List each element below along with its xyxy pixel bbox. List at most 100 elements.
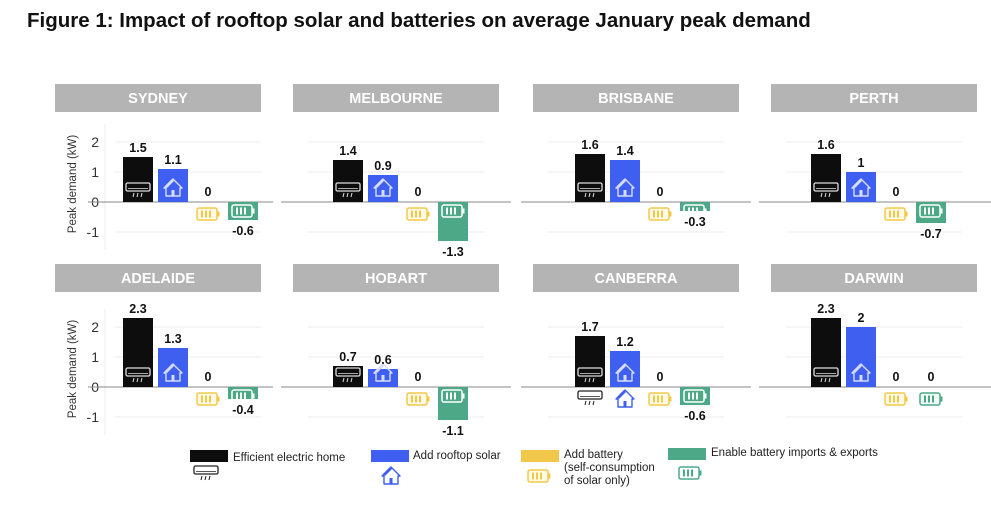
data-label: 2 [858, 311, 865, 325]
data-label: 1.1 [164, 153, 181, 167]
house-solar-icon [163, 178, 183, 197]
battery-yellow-icon [406, 207, 430, 221]
data-label: 0 [657, 370, 664, 384]
data-label: 1.3 [164, 332, 181, 346]
data-label: -0.6 [232, 224, 254, 238]
data-label: 1.4 [339, 144, 356, 158]
battery-green-icon [919, 392, 943, 406]
battery-green-icon [441, 389, 465, 403]
house-solar-icon [851, 363, 871, 382]
air-conditioner-icon [335, 182, 361, 198]
data-label: 2.3 [129, 302, 146, 316]
panel-header [55, 84, 261, 112]
house-solar-icon [615, 178, 635, 197]
legend-label: Add rooftop solar [413, 450, 501, 462]
air-conditioner-icon [577, 182, 603, 198]
bar-air-conditioner [333, 160, 363, 202]
bar-battery-green [680, 202, 710, 211]
data-label: -1.3 [442, 245, 464, 259]
data-label: 2.3 [817, 302, 834, 316]
data-label: -0.3 [684, 215, 706, 229]
panel-header [533, 84, 739, 112]
air-conditioner-icon [577, 367, 603, 383]
battery-green-icon [919, 204, 943, 218]
battery-green-icon [683, 204, 707, 218]
panel-title: BRISBANE [598, 91, 674, 107]
panel-header [55, 264, 261, 292]
data-label: 1.7 [581, 320, 598, 334]
panel-darwin: DARWIN 2.3 2 0 0 [759, 264, 991, 418]
y-tick-label: 2 [91, 319, 99, 335]
panel-title: HOBART [365, 271, 427, 287]
legend-label: Efficient electric home [233, 452, 345, 464]
data-label: -0.7 [920, 227, 942, 241]
bar-battery-green [228, 202, 258, 220]
panel-canberra: CANBERRA 1.7 1.2 0 -0.6 [521, 264, 751, 423]
air-conditioner-icon [335, 367, 361, 383]
house-solar-icon [373, 178, 393, 197]
data-label: 0 [893, 185, 900, 199]
bar-air-conditioner [123, 157, 153, 202]
bar-battery-green [438, 387, 468, 420]
panel-title: MELBOURNE [349, 91, 443, 107]
data-label: 1.4 [616, 144, 633, 158]
air-conditioner-icon [577, 390, 603, 406]
y-axis-label: Peak demand (kW) [67, 135, 79, 234]
panel-title: DARWIN [844, 271, 903, 287]
data-label: -1.1 [442, 424, 464, 438]
panel-title: CANBERRA [595, 271, 679, 287]
house-solar-icon [381, 466, 401, 485]
battery-yellow-icon [196, 392, 220, 406]
y-tick-label: 1 [91, 164, 99, 180]
panel-title: SYDNEY [128, 91, 188, 107]
legend-swatch [190, 450, 228, 462]
battery-green-icon [678, 466, 702, 480]
legend-swatch [521, 450, 559, 462]
data-label: 0 [415, 370, 422, 384]
legend-label: Enable battery imports & exports [711, 447, 878, 459]
data-label: -0.4 [232, 403, 254, 417]
bar-battery-green [680, 387, 710, 405]
data-label: 1.2 [616, 335, 633, 349]
data-label: 1.6 [581, 138, 598, 152]
data-label: 0 [205, 185, 212, 199]
y-axis-label: Peak demand (kW) [67, 320, 79, 419]
y-tick-label: -1 [87, 409, 100, 425]
house-solar-icon [163, 363, 183, 382]
data-label: -0.6 [684, 409, 706, 423]
air-conditioner-icon [813, 182, 839, 198]
legend-label: of solar only) [564, 475, 630, 487]
air-conditioner-icon [125, 182, 151, 198]
bar-house-solar [158, 169, 188, 202]
air-conditioner-icon [193, 465, 219, 481]
battery-yellow-icon [406, 392, 430, 406]
panel-header [293, 84, 499, 112]
battery-green-icon [231, 204, 255, 218]
panel-header [533, 264, 739, 292]
panel-hobart: HOBART 0.7 0.6 0 -1.1 [281, 264, 511, 438]
panel-title: ADELAIDE [121, 271, 195, 287]
data-label: 0 [928, 370, 935, 384]
air-conditioner-icon [125, 367, 151, 383]
house-solar-icon [615, 389, 635, 408]
battery-yellow-icon [648, 207, 672, 221]
data-label: 1 [858, 156, 865, 170]
legend-item-4: Enable battery imports & exports [668, 447, 878, 480]
y-tick-label: 1 [91, 349, 99, 365]
data-label: 0 [657, 185, 664, 199]
legend-item-1: Efficient electric home [190, 450, 345, 481]
battery-yellow-icon [196, 207, 220, 221]
data-label: 1.6 [817, 138, 834, 152]
battery-green-icon [231, 389, 255, 403]
panel-perth: PERTH 1.6 1 0 -0.7 [759, 84, 991, 241]
y-tick-label: 2 [91, 134, 99, 150]
legend-label: Add battery [564, 449, 623, 461]
battery-yellow-icon [884, 207, 908, 221]
battery-yellow-icon [648, 392, 672, 406]
legend-item-2: Add rooftop solar [371, 450, 501, 485]
legend-swatch [371, 450, 409, 462]
panel-header [771, 84, 977, 112]
